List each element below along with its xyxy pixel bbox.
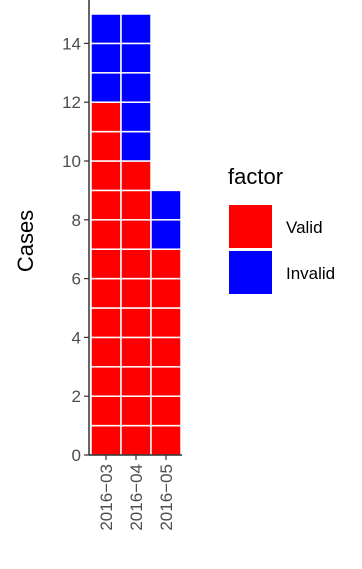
x-tick-label: 2016−05 [157, 464, 176, 531]
tile-valid-3-6 [150, 277, 182, 309]
y-axis-ticks: 0 2 4 6 8 10 12 14 [62, 34, 89, 465]
y-axis-title: Cases [13, 210, 38, 272]
tile-valid-2-10 [120, 160, 152, 192]
tile-valid-1-6 [90, 277, 122, 309]
tile-invalid-2-5 [120, 13, 152, 45]
y-tick-label: 8 [72, 211, 81, 230]
tile-valid-1-8 [90, 219, 122, 250]
tile-valid-2-7 [120, 248, 152, 280]
tile-valid-1-3 [90, 366, 122, 397]
tile-invalid-3-1 [150, 219, 182, 250]
tile-invalid-2-3 [120, 72, 152, 103]
legend-key-invalid [229, 251, 272, 294]
y-tick-label: 0 [72, 446, 81, 465]
tile-invalid-1-1 [90, 72, 122, 103]
y-tick-label: 14 [62, 34, 81, 53]
x-tick-label: 2016−04 [127, 464, 146, 531]
y-tick-label: 6 [72, 270, 81, 289]
tile-invalid-2-1 [120, 130, 152, 162]
tile-valid-2-2 [120, 395, 152, 427]
y-tick-label: 10 [62, 152, 81, 171]
legend-key-valid [229, 205, 272, 248]
x-axis-ticks: 2016−03 2016−04 2016−05 [97, 455, 176, 531]
tile-valid-3-1 [150, 424, 182, 456]
tile-valid-2-5 [120, 307, 152, 339]
tile-valid-2-9 [120, 189, 152, 221]
tile-valid-2-4 [120, 336, 152, 368]
x-tick-label: 2016−03 [97, 464, 116, 531]
tile-invalid-1-2 [90, 42, 122, 74]
legend: Valid Invalid [229, 205, 335, 294]
legend-label-invalid: Invalid [286, 264, 335, 283]
y-tick-label: 2 [72, 387, 81, 406]
legend-title: factor [228, 164, 283, 189]
tile-valid-1-2 [90, 395, 122, 427]
tile-valid-1-7 [90, 248, 122, 280]
tile-valid-3-5 [150, 307, 182, 339]
tile-invalid-2-2 [120, 101, 152, 133]
tile-valid-2-6 [120, 277, 152, 309]
tile-valid-1-4 [90, 336, 122, 368]
tile-valid-3-3 [150, 366, 182, 397]
y-tick-label: 4 [72, 328, 81, 347]
legend-label-valid: Valid [286, 218, 323, 237]
tile-layer [90, 13, 182, 456]
tile-invalid-2-4 [120, 42, 152, 74]
tile-valid-1-1 [90, 424, 122, 456]
tile-valid-1-11 [90, 130, 122, 162]
tile-invalid-1-3 [90, 13, 122, 45]
tile-valid-3-4 [150, 336, 182, 368]
tile-invalid-3-2 [150, 189, 182, 221]
tile-valid-2-1 [120, 424, 152, 456]
tile-valid-1-5 [90, 307, 122, 339]
tile-valid-2-3 [120, 366, 152, 397]
y-tick-label: 12 [62, 93, 81, 112]
tile-valid-1-9 [90, 189, 122, 221]
tile-valid-1-12 [90, 101, 122, 133]
tile-valid-3-7 [150, 248, 182, 280]
tile-valid-3-2 [150, 395, 182, 427]
tile-valid-1-10 [90, 160, 122, 192]
tile-valid-2-8 [120, 219, 152, 250]
